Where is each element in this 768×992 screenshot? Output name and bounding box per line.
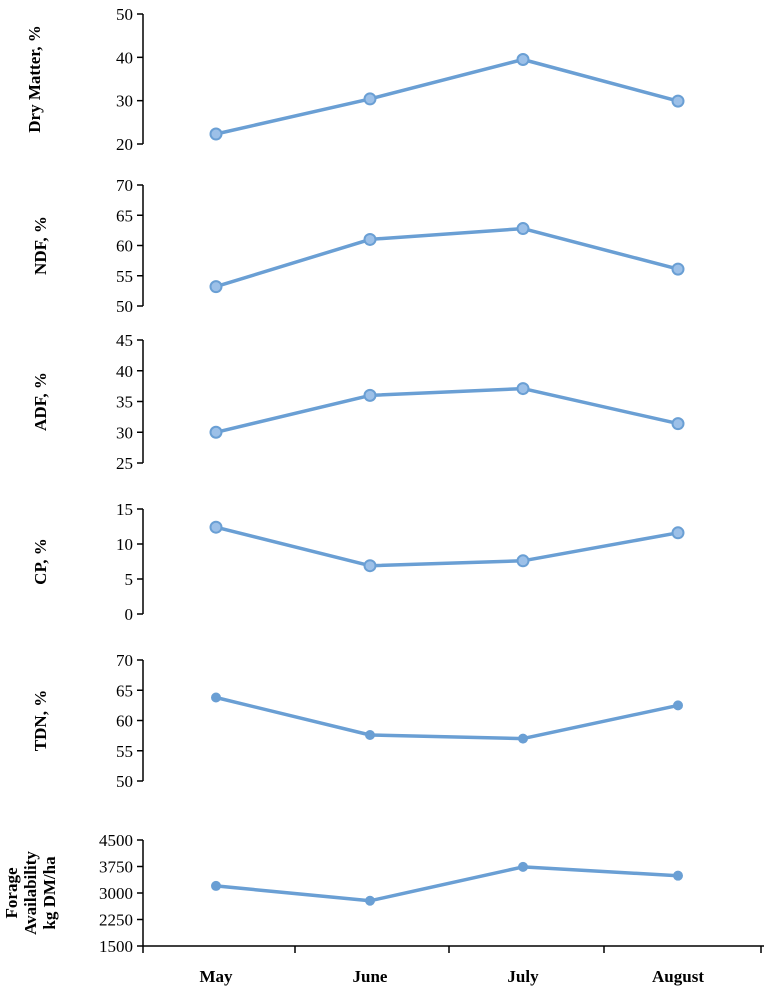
y-tick-label: 50 bbox=[116, 297, 133, 316]
data-point bbox=[209, 127, 223, 141]
panel-2: 50 55 60 65 70 NDF, % bbox=[31, 176, 685, 316]
y-tick-label: 55 bbox=[116, 267, 133, 286]
x-tick-label: August bbox=[652, 967, 704, 986]
y-axis-title: CP, % bbox=[31, 538, 50, 585]
y-axis-title: ADF, % bbox=[31, 372, 50, 431]
series-line bbox=[214, 525, 680, 568]
y-tick-label: 5 bbox=[125, 570, 134, 589]
y-tick-label: 50 bbox=[116, 772, 133, 791]
series-line bbox=[214, 57, 680, 136]
series-line bbox=[214, 695, 680, 741]
y-tick-label: 70 bbox=[116, 651, 133, 670]
x-tick-label: June bbox=[353, 967, 388, 986]
series-line bbox=[214, 226, 680, 289]
panel-1: 20 30 40 50 Dry Matter, % bbox=[25, 5, 685, 154]
data-point bbox=[363, 232, 377, 246]
data-point bbox=[209, 425, 223, 439]
panel-6: 1500 2250 3000 3750 4500 Forage Availability kg… bbox=[2, 831, 683, 956]
data-point bbox=[516, 554, 530, 568]
y-axis-title: NDF, % bbox=[31, 216, 50, 275]
data-point bbox=[365, 895, 375, 906]
y-tick-label: 1500 bbox=[99, 937, 133, 956]
y-tick-label: 30 bbox=[116, 423, 133, 442]
data-point bbox=[671, 94, 685, 108]
panel-3: 25 30 35 40 45 ADF, % bbox=[31, 331, 685, 473]
data-point bbox=[363, 559, 377, 573]
y-axis-title: Dry Matter, % bbox=[25, 25, 44, 132]
y-tick-label: 20 bbox=[116, 135, 133, 154]
y-axis-title: TDN, % bbox=[31, 690, 50, 751]
data-point bbox=[365, 730, 375, 741]
y-tick-label: 60 bbox=[116, 712, 133, 731]
y-tick-label: 70 bbox=[116, 176, 133, 195]
data-point bbox=[211, 880, 221, 891]
data-point bbox=[518, 733, 528, 744]
data-point bbox=[516, 53, 530, 66]
data-point bbox=[518, 861, 528, 872]
y-tick-label: 0 bbox=[125, 605, 134, 624]
data-point bbox=[673, 870, 683, 881]
data-point bbox=[671, 526, 685, 540]
y-tick-label: 40 bbox=[116, 362, 133, 381]
y-tick-label: 10 bbox=[116, 535, 133, 554]
data-point bbox=[209, 520, 223, 534]
y-tick-label: 35 bbox=[116, 393, 133, 412]
data-point bbox=[211, 692, 221, 703]
x-tick-label: May bbox=[199, 967, 233, 986]
y-tick-label: 15 bbox=[116, 500, 133, 519]
y-tick-label: 55 bbox=[116, 742, 133, 761]
y-tick-label: 45 bbox=[116, 331, 133, 350]
y-tick-label: 50 bbox=[116, 5, 133, 24]
data-point bbox=[671, 262, 685, 276]
panel-4: 0 5 10 15 CP, % bbox=[31, 500, 685, 624]
data-point bbox=[363, 92, 377, 106]
x-tick-label: July bbox=[507, 967, 539, 986]
data-point bbox=[516, 382, 530, 396]
panel-5: 50 55 60 65 70 TDN, % bbox=[31, 651, 683, 791]
y-axis-title-line: kg DM/ha bbox=[40, 856, 59, 930]
y-tick-label: 3750 bbox=[99, 858, 133, 877]
y-tick-label: 60 bbox=[116, 237, 133, 256]
series-line bbox=[214, 865, 680, 903]
data-point bbox=[671, 417, 685, 431]
y-tick-label: 30 bbox=[116, 92, 133, 111]
y-tick-label: 2250 bbox=[99, 911, 133, 930]
y-axis-title-line: Availability bbox=[21, 851, 40, 935]
data-point bbox=[363, 388, 377, 402]
series-line bbox=[214, 386, 680, 435]
data-point bbox=[673, 700, 683, 711]
y-tick-label: 40 bbox=[116, 48, 133, 67]
y-tick-label: 65 bbox=[116, 681, 133, 700]
y-tick-label: 3000 bbox=[99, 884, 133, 903]
y-axis-title-line: Forage bbox=[2, 867, 21, 918]
data-point bbox=[209, 280, 223, 294]
y-tick-label: 65 bbox=[116, 206, 133, 225]
y-tick-label: 25 bbox=[116, 454, 133, 473]
y-tick-label: 4500 bbox=[99, 831, 133, 850]
data-point bbox=[516, 222, 530, 236]
